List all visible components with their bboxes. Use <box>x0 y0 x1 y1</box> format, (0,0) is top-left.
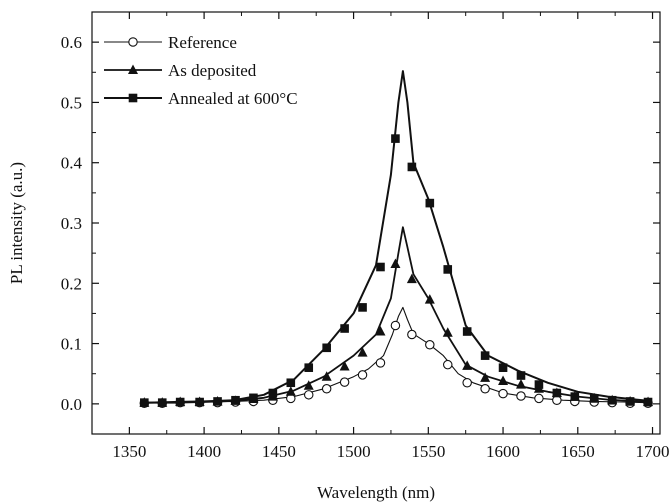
series-line <box>144 226 649 404</box>
data-point <box>357 370 368 380</box>
y-tick-label: 0.1 <box>61 335 82 354</box>
legend-label: Annealed at 600°C <box>168 89 298 108</box>
data-point <box>322 343 331 353</box>
y-axis-title: PL intensity (a.u.) <box>7 162 26 284</box>
data-point <box>339 360 350 371</box>
series-0 <box>139 306 653 409</box>
x-tick-label: 1650 <box>561 442 595 461</box>
axis-ticks: 1350 1400 1450 1500 1550 1600 1650 1700 0.0 0.1 0.… <box>61 11 670 461</box>
data-point <box>357 347 368 357</box>
data-point <box>589 394 599 403</box>
y-tick-label: 0.2 <box>61 274 82 293</box>
y-tick-label: 0.4 <box>61 154 83 173</box>
data-point <box>480 351 490 360</box>
data-point <box>498 363 508 372</box>
data-point <box>462 327 472 336</box>
data-point <box>570 392 580 401</box>
x-tick-label: 1700 <box>636 442 670 461</box>
data-point <box>175 397 185 407</box>
data-point <box>625 397 635 406</box>
data-point <box>286 378 296 388</box>
data-point <box>249 393 258 403</box>
data-point <box>376 262 385 272</box>
y-tick-label: 0.5 <box>61 93 82 112</box>
data-point <box>285 386 296 396</box>
series-layer <box>139 70 654 409</box>
legend-marker <box>128 37 138 47</box>
data-point <box>462 378 472 388</box>
data-point <box>375 358 386 368</box>
data-point <box>406 273 417 284</box>
data-point <box>157 398 167 407</box>
y-tick-label: 0.0 <box>61 395 82 414</box>
data-point <box>552 388 562 398</box>
x-tick-label: 1550 <box>411 442 445 461</box>
data-point <box>424 294 435 304</box>
data-point <box>442 359 453 370</box>
series-2 <box>140 70 653 407</box>
data-point <box>390 258 401 268</box>
data-point <box>375 326 386 336</box>
data-point <box>480 384 490 394</box>
data-point <box>607 395 617 405</box>
data-point <box>443 265 453 274</box>
x-tick-label: 1350 <box>112 442 146 461</box>
x-tick-label: 1500 <box>337 442 371 461</box>
y-tick-label: 0.3 <box>61 214 82 233</box>
x-tick-label: 1450 <box>262 442 296 461</box>
y-tick-label: 0.6 <box>61 33 82 52</box>
data-point <box>515 379 526 389</box>
data-point <box>195 397 204 407</box>
data-point <box>340 324 349 333</box>
data-point <box>442 327 453 337</box>
data-point <box>425 340 435 350</box>
data-point <box>213 397 222 406</box>
series-line <box>144 306 649 404</box>
data-point <box>534 380 544 389</box>
series-1 <box>139 226 654 407</box>
legend-label: As deposited <box>168 61 257 80</box>
legend-marker <box>128 64 138 74</box>
x-tick-label: 1600 <box>486 442 520 461</box>
data-point <box>140 398 149 407</box>
data-point <box>480 372 491 382</box>
data-point <box>268 388 278 398</box>
data-point <box>498 375 509 385</box>
data-point <box>231 395 240 405</box>
data-point <box>516 391 526 401</box>
data-point <box>321 384 332 394</box>
x-tick-label: 1400 <box>187 442 221 461</box>
series-line <box>144 70 649 404</box>
data-point <box>339 377 350 387</box>
data-point <box>358 303 367 312</box>
data-point <box>303 380 314 390</box>
data-point <box>303 390 314 400</box>
data-point <box>407 162 417 172</box>
data-point <box>534 393 544 404</box>
data-point <box>462 360 473 370</box>
data-point <box>391 134 400 143</box>
data-point <box>407 329 417 340</box>
x-axis-title: Wavelength (nm) <box>317 483 435 502</box>
data-point <box>425 198 435 208</box>
legend-label: Reference <box>168 33 237 52</box>
data-point <box>643 397 653 407</box>
data-point <box>304 363 314 372</box>
data-point <box>498 388 508 399</box>
legend-marker <box>128 93 138 103</box>
data-point <box>516 371 526 380</box>
legend: Reference As deposited Annealed at 600°C <box>104 33 298 108</box>
data-point <box>321 371 332 381</box>
data-point <box>390 320 401 331</box>
